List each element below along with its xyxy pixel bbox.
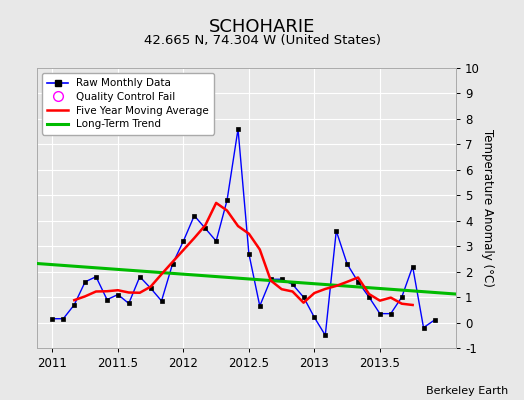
Legend: Raw Monthly Data, Quality Control Fail, Five Year Moving Average, Long-Term Tren: Raw Monthly Data, Quality Control Fail, … [42, 73, 214, 134]
Y-axis label: Temperature Anomaly (°C): Temperature Anomaly (°C) [481, 129, 494, 287]
Text: 42.665 N, 74.304 W (United States): 42.665 N, 74.304 W (United States) [144, 34, 380, 47]
Text: SCHOHARIE: SCHOHARIE [209, 18, 315, 36]
Text: Berkeley Earth: Berkeley Earth [426, 386, 508, 396]
